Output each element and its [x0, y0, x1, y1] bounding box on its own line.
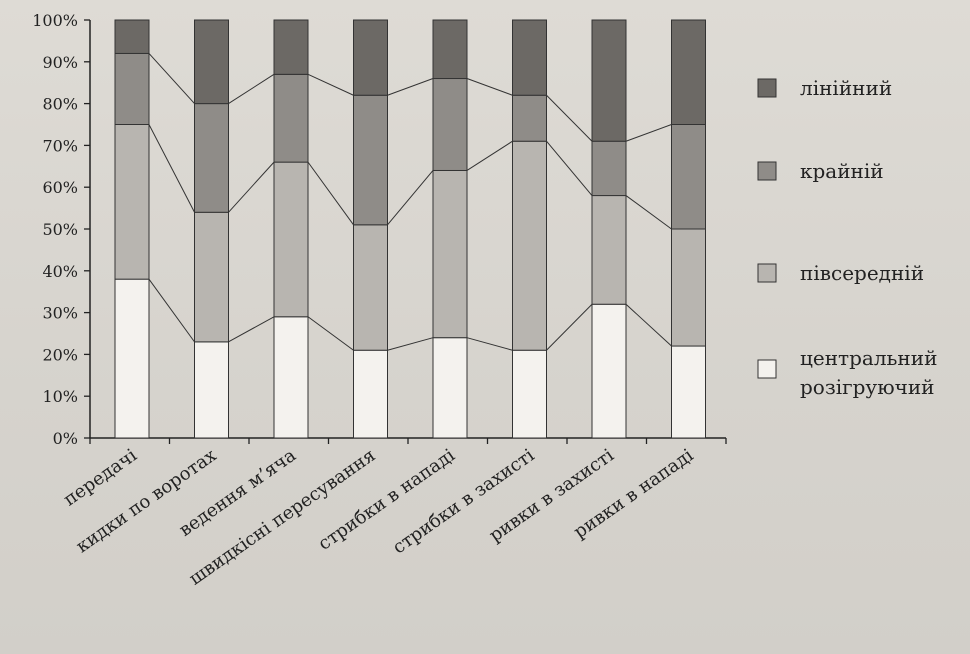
bar-segment [432, 19, 468, 80]
bar-segment [432, 337, 468, 439]
series-connector-line [546, 94, 593, 142]
bar-segment [194, 341, 229, 439]
series-connector-line [148, 124, 195, 213]
bar-segment [512, 140, 547, 351]
bar-segment [353, 19, 388, 96]
bar-segment [671, 19, 706, 125]
series-connector-line [546, 140, 593, 196]
bar-segment [353, 349, 388, 439]
series-connector-line [387, 78, 434, 96]
series-connector-line [466, 140, 513, 171]
series-connector-line [387, 337, 434, 351]
bar-segment [194, 211, 229, 343]
series-connector-line [228, 73, 275, 105]
y-tick-label: 70% [42, 136, 78, 155]
bar-segment [273, 19, 309, 75]
series-connector-line [625, 124, 672, 142]
bar-segment [273, 316, 309, 439]
bar-segment [591, 195, 627, 305]
series-connector-line [466, 337, 513, 351]
bar-segment [591, 19, 627, 142]
bar-segment [671, 345, 706, 439]
bar-segment [591, 303, 627, 439]
series-connector-line [148, 53, 195, 104]
series-connector-line [228, 161, 275, 213]
series-connector-line [625, 195, 672, 230]
bar-segment [671, 124, 706, 230]
legend-swatch [757, 359, 777, 379]
y-tick-label: 60% [42, 178, 78, 197]
legend-label: крайній [800, 159, 884, 183]
legend-label: лінійний [800, 76, 892, 100]
legend-swatch [757, 263, 777, 283]
bar-segment [591, 140, 627, 197]
series-connector-line [228, 316, 275, 343]
bar-segment [512, 349, 547, 439]
y-tick-label: 0% [53, 429, 78, 448]
y-tick-label: 90% [42, 53, 78, 72]
series-connector-line [148, 278, 195, 343]
series-connector-line [546, 303, 593, 351]
y-tick-label: 10% [42, 387, 78, 406]
series-connector-line [307, 161, 354, 226]
series-connector-line [307, 316, 354, 351]
series-connector-line [307, 73, 354, 96]
bar-segment [114, 278, 150, 439]
y-tick-label: 40% [42, 262, 78, 281]
x-category-label: стрибки в нападі [315, 445, 460, 555]
bar-segment [353, 224, 388, 351]
bar-segment [671, 228, 706, 347]
x-category-label: стрибки в захисті [389, 445, 539, 559]
series-connector-line [387, 170, 434, 226]
bar-segment [194, 19, 229, 105]
bar-segment [512, 19, 547, 96]
bar-segment [512, 94, 547, 142]
bar-segment [273, 161, 309, 318]
y-tick-label: 20% [42, 345, 78, 364]
legend-label: центральний [800, 346, 937, 370]
bar-segment [194, 103, 229, 213]
legend-label-line2: розігруючий [800, 375, 935, 399]
bar-segment [114, 52, 150, 125]
bar-segment [114, 124, 150, 280]
series-connector-line [466, 78, 513, 96]
series-connector-line [625, 303, 672, 347]
y-tick-label: 80% [42, 95, 78, 114]
y-tick-label: 50% [42, 220, 78, 239]
x-category-label: кидки по воротах [72, 445, 220, 557]
bar-segment [432, 78, 468, 171]
legend-label: півсередній [800, 261, 924, 285]
y-tick-label: 30% [42, 304, 78, 323]
bar-segment [273, 73, 309, 163]
legend-swatch [757, 78, 777, 98]
bar-segment [432, 169, 468, 339]
bar-segment [353, 94, 388, 226]
bar-segment [114, 19, 150, 54]
y-tick-label: 100% [32, 11, 78, 30]
legend-swatch [757, 161, 777, 181]
